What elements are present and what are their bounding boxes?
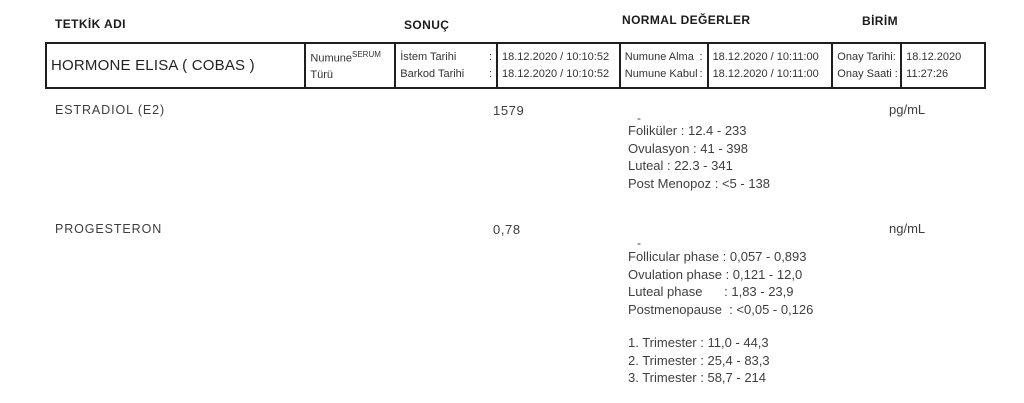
normal-range-line: Ovulasyon : 41 - 398	[628, 140, 748, 156]
sample-date-values-cell: 18.12.2020 / 10:11:00 18.12.2020 / 10:11…	[706, 44, 832, 87]
normal-ranges-estradiol: Foliküler : 12.4 - 233 Ovulasyon : 41 - …	[628, 122, 770, 192]
sample-type-label: NumuneSERUM	[310, 50, 381, 65]
barkod-tarihi-label: Barkod Tarihi:	[400, 68, 493, 80]
normal-range-line: 2. Trimester : 25,4 - 83,3	[628, 352, 770, 368]
normal-range-line: Post Menopoz : <5 - 138	[628, 175, 771, 191]
test-unit-progesteron: ng/mL	[889, 221, 926, 236]
sample-date-labels-cell: Numune Alma: Numune Kabul:	[618, 44, 707, 87]
column-header-normal-degerler: NORMAL DEĞERLER	[622, 13, 751, 27]
panel-info-table: HORMONE ELISA ( COBAS ) NumuneSERUM Türü…	[45, 42, 986, 89]
istem-tarihi-value: 18.12.2020 / 10:10:52	[502, 51, 610, 63]
onay-saati-value: 11:27:26	[906, 68, 949, 80]
numune-kabul-label: Numune Kabul:	[624, 68, 703, 80]
column-header-sonuc: SONUÇ	[404, 18, 450, 32]
sample-type-value: SERUM	[352, 50, 381, 60]
numune-alma-label: Numune Alma:	[624, 51, 703, 63]
normal-range-line: Luteal phase : 1,83 - 23,9	[628, 284, 794, 299]
test-result-progesteron: 0,78	[493, 222, 521, 237]
panel-name-cell: HORMONE ELISA ( COBAS )	[47, 44, 304, 87]
test-result-estradiol: 1579	[493, 103, 525, 118]
request-date-labels-cell: İstem Tarihi: Barkod Tarihi:	[394, 44, 496, 87]
test-name-progesteron: PROGESTERON	[55, 222, 163, 236]
sample-type-cell: NumuneSERUM Türü	[304, 44, 394, 87]
barkod-tarihi-value: 18.12.2020 / 10:10:52	[502, 68, 610, 80]
numune-kabul-value: 18.12.2020 / 10:11:00	[712, 68, 819, 80]
panel-name: HORMONE ELISA ( COBAS )	[51, 57, 255, 74]
normal-ranges-progesteron: Follicular phase : 0,057 - 0,893 Ovulati…	[628, 248, 813, 318]
approval-labels-cell: Onay Tarihi: Onay Saati :	[831, 44, 900, 87]
numune-alma-value: 18.12.2020 / 10:11:00	[712, 51, 819, 63]
onay-tarihi-label: Onay Tarihi:	[837, 51, 896, 63]
normal-range-line: Foliküler : 12.4 - 233	[628, 123, 747, 138]
sample-type-label-line2: Türü	[310, 68, 334, 81]
normal-range-line: 3. Trimester : 58,7 - 214	[628, 370, 767, 385]
normal-range-line: Postmenopause : <0,05 - 0,126	[628, 301, 814, 317]
normal-range-line: Follicular phase : 0,057 - 0,893	[628, 249, 807, 264]
istem-tarihi-label: İstem Tarihi:	[400, 51, 493, 63]
normal-range-dash-progesteron: -	[637, 236, 641, 250]
column-header-tetkik-adi: TETKİK ADI	[55, 17, 126, 31]
request-date-values-cell: 18.12.2020 / 10:10:52 18.12.2020 / 10:10…	[496, 44, 619, 87]
normal-range-line: Luteal : 22.3 - 341	[628, 158, 733, 173]
column-header-birim: BİRİM	[862, 14, 898, 28]
normal-ranges-progesteron-trimester: 1. Trimester : 11,0 - 44,3 2. Trimester …	[628, 334, 770, 387]
approval-values-cell: 18.12.2020 11:27:26	[900, 44, 984, 87]
normal-range-line: Ovulation phase : 0,121 - 12,0	[628, 266, 803, 282]
test-name-estradiol: ESTRADIOL (E2)	[55, 103, 166, 117]
normal-range-dash-estradiol: -	[637, 111, 641, 125]
normal-range-line: 1. Trimester : 11,0 - 44,3	[628, 335, 769, 350]
onay-saati-label: Onay Saati :	[837, 68, 898, 80]
test-unit-estradiol: pg/mL	[889, 102, 926, 117]
onay-tarihi-value: 18.12.2020	[906, 51, 962, 63]
